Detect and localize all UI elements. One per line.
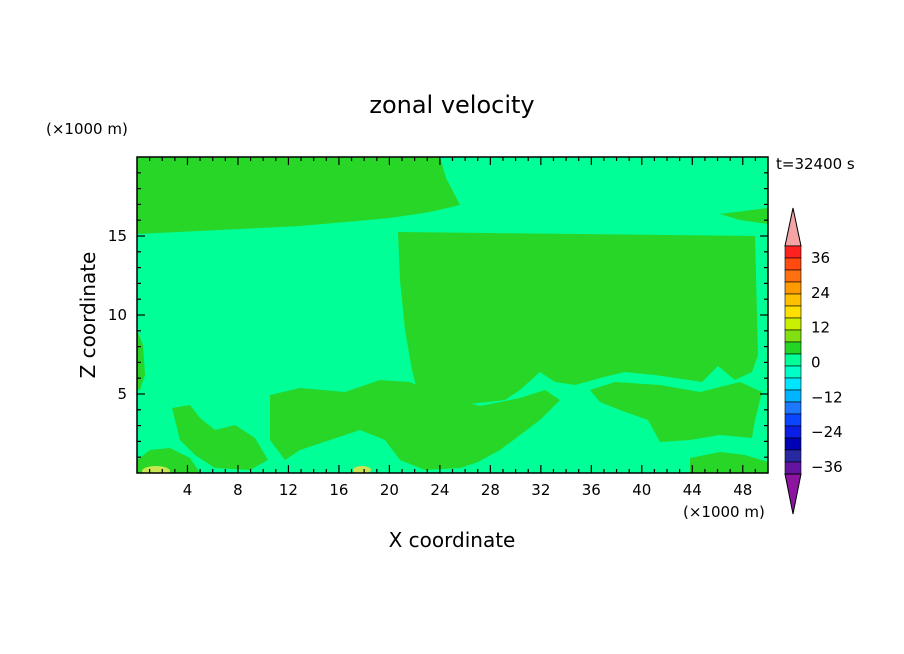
- colorbar-segment: [784, 293, 802, 307]
- colorbar-segment: [784, 449, 802, 463]
- field-region-core-left: [142, 466, 170, 473]
- colorbar-segment: [784, 377, 802, 391]
- colorbar-segment: [784, 413, 802, 427]
- colorbar-tick-label: 24: [811, 284, 830, 302]
- x-unit-label: (×1000 m): [683, 503, 765, 521]
- x-tick-label: 48: [733, 481, 752, 499]
- colorbar-tick-label: 12: [811, 319, 830, 337]
- x-axis: 4 8 12 16 20 24 28 32 36 40 44 48: [149, 157, 756, 499]
- colorbar-segment: [784, 281, 802, 295]
- colorbar-lower-arrow: [784, 473, 802, 515]
- x-tick-label: 36: [582, 481, 601, 499]
- colorbar-segment: [784, 317, 802, 331]
- colorbar: 36 24 12 0 −12 −24 −36: [784, 207, 843, 515]
- field-region-upper-left: [137, 157, 460, 234]
- colorbar-segment: [784, 461, 802, 475]
- field-region-lower-right: [590, 382, 762, 442]
- y-axis-title: Z coordinate: [76, 252, 100, 379]
- x-tick-label: 12: [279, 481, 298, 499]
- field-region-right-block: [398, 232, 758, 408]
- plot-area: [137, 157, 768, 473]
- colorbar-tick-label: −12: [811, 388, 843, 406]
- field-region-upper-right: [720, 208, 768, 224]
- field-region-bottom-right: [690, 452, 768, 473]
- colorbar-segment: [784, 329, 802, 343]
- y-unit-label: (×1000 m): [46, 120, 128, 138]
- colorbar-segment: [784, 341, 802, 355]
- colorbar-segment: [784, 245, 802, 259]
- time-label: t=32400 s: [776, 155, 855, 173]
- x-tick-label: 28: [481, 481, 500, 499]
- colorbar-segment: [784, 389, 802, 403]
- x-tick-label: 8: [233, 481, 243, 499]
- x-axis-title: X coordinate: [389, 528, 516, 552]
- x-tick-label: 40: [632, 481, 651, 499]
- colorbar-segment: [784, 305, 802, 319]
- colorbar-segment: [784, 257, 802, 271]
- x-tick-label: 20: [380, 481, 399, 499]
- field-region-core-center: [353, 466, 371, 473]
- colorbar-tick-label: 0: [811, 354, 821, 372]
- field-region-lower-mid: [270, 380, 560, 470]
- field-region-lower-left: [172, 405, 268, 470]
- field-region-left-edge: [137, 330, 145, 390]
- colorbar-segment: [784, 425, 802, 439]
- x-tick-label: 16: [329, 481, 348, 499]
- colorbar-segment: [784, 365, 802, 379]
- colorbar-tick-label: 36: [811, 249, 830, 267]
- colorbar-tick-label: −36: [811, 458, 843, 476]
- colorbar-segment: [784, 401, 802, 415]
- y-tick-label: 5: [117, 385, 127, 403]
- y-tick-label: 10: [108, 306, 127, 324]
- colorbar-segment: [784, 353, 802, 367]
- colorbar-upper-arrow: [784, 207, 802, 247]
- x-tick-label: 32: [531, 481, 550, 499]
- colorbar-tick-label: −24: [811, 423, 843, 441]
- colorbar-segment: [784, 269, 802, 283]
- y-axis: 5 10 15: [108, 172, 768, 458]
- x-tick-label: 44: [683, 481, 702, 499]
- x-tick-label: 24: [430, 481, 449, 499]
- y-tick-label: 15: [108, 227, 127, 245]
- chart-title: zonal velocity: [369, 91, 534, 119]
- x-tick-label: 4: [183, 481, 193, 499]
- colorbar-segment: [784, 437, 802, 451]
